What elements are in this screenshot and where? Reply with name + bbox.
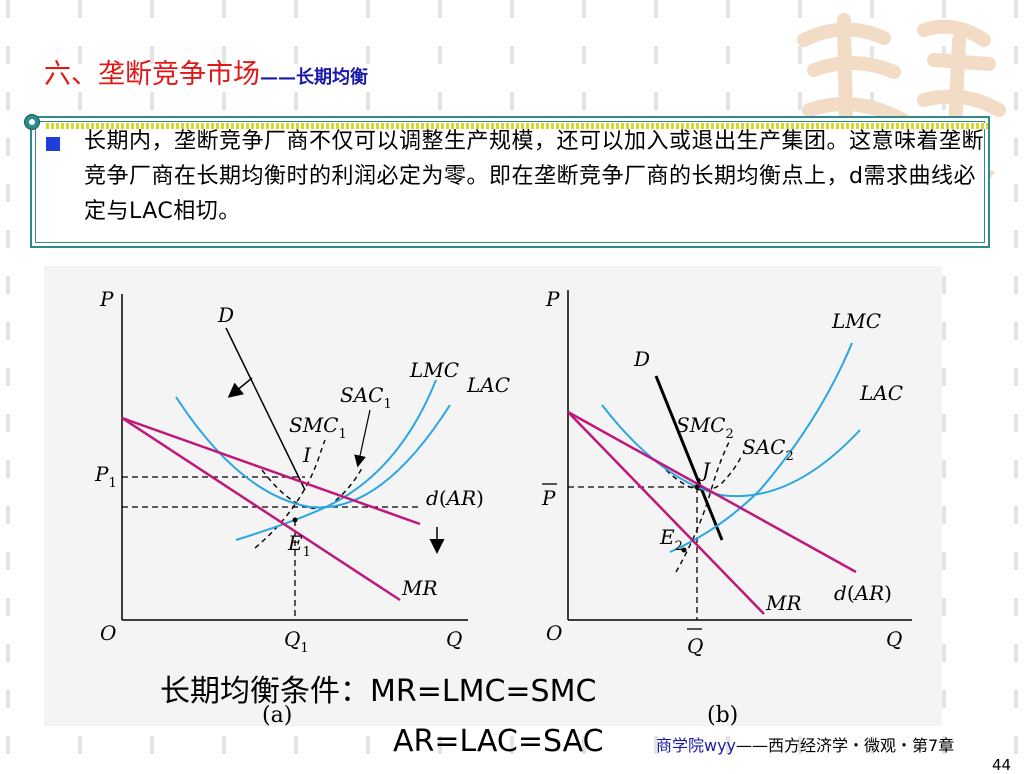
panel-a-lmc-curve	[235, 379, 437, 541]
panel-a-label-p1: P1	[94, 462, 117, 491]
panel-b-caption: (b)	[707, 703, 738, 728]
panel-b-lac-curve	[601, 404, 861, 498]
title-sub: ——长期均衡	[260, 67, 368, 88]
panel-a-d-curve	[225, 327, 306, 491]
panel-b-d-ar-curve	[567, 410, 857, 574]
panel-a-label-e1: E1	[287, 531, 311, 560]
figure-background	[44, 266, 942, 726]
panel-b-mr-curve	[567, 411, 765, 615]
panel-b-label-qbar: Q	[687, 634, 703, 658]
panel-a-label-mr: MR	[401, 576, 438, 600]
panel-a-label-lmc: LMC	[409, 358, 459, 382]
panel-a-d-ar-curve	[121, 416, 421, 526]
panel-b: P O Q Q P D LMC LAC SMC2 SAC2 J E2 d(AR)…	[541, 287, 912, 728]
panel-b-label-smc2: SMC2	[676, 413, 734, 442]
text-box: 长期内，垄断竞争厂商不仅可以调整生产规模，还可以加入或退出生产集团。这意味着垄断…	[24, 114, 990, 248]
slide-title: 六、垄断竞争市场——长期均衡	[44, 52, 368, 91]
panel-a: P O Q Q1 P1 D LMC LAC SAC1 SMC1 I E1 d(A…	[94, 287, 510, 728]
panel-b-label-o: O	[546, 621, 562, 645]
panel-b-label-e2: E2	[659, 525, 683, 554]
panel-a-d-shift-arrow	[227, 377, 253, 398]
panel-a-label-i: I	[302, 443, 312, 467]
panel-b-label-q: Q	[886, 627, 902, 651]
body-paragraph: 长期内，垄断竞争厂商不仅可以调整生产规模，还可以加入或退出生产集团。这意味着垄断…	[84, 129, 985, 224]
panel-b-label-sac2: SAC2	[742, 435, 794, 464]
panel-a-label-q: Q	[446, 627, 462, 651]
circle-bullet-icon	[24, 114, 40, 130]
panel-b-d-curve	[654, 375, 724, 541]
panel-a-label-q1: Q1	[284, 627, 309, 656]
panel-a-label-d-ar: d(AR)	[426, 486, 484, 510]
panel-b-label-d: D	[633, 347, 650, 371]
panel-a-sac1-pointer	[354, 409, 371, 468]
panel-a-point-e1	[292, 517, 298, 523]
panel-a-lac-curve	[175, 396, 451, 509]
panel-b-label-d-ar: d(AR)	[834, 581, 892, 605]
panel-b-label-mr: MR	[765, 591, 802, 615]
panel-a-label-d: D	[217, 303, 234, 327]
panel-a-label-lac: LAC	[466, 373, 510, 397]
panel-b-label-lmc: LMC	[831, 309, 881, 333]
panel-a-label-sac1: SAC1	[340, 383, 392, 412]
footer-school: 商学院wyy	[656, 736, 737, 755]
panel-b-point-j	[694, 484, 700, 490]
panel-b-label-p: P	[545, 287, 560, 311]
footer-course: ——西方经济学・微观・第7章	[736, 736, 955, 755]
panel-b-label-pbar: P	[541, 486, 556, 510]
text-box-inner-border	[35, 121, 985, 243]
panel-b-label-j: J	[698, 458, 711, 482]
footer: 商学院wyy——西方经济学・微观・第7章	[656, 732, 954, 756]
panel-a-label-p: P	[99, 287, 114, 311]
panel-a-label-smc1: SMC1	[289, 413, 347, 442]
panel-a-caption: (a)	[262, 703, 292, 728]
panel-b-label-lac: LAC	[859, 381, 903, 405]
title-main: 六、垄断竞争市场	[44, 59, 260, 90]
panel-b-sac2-curve	[665, 454, 743, 491]
panel-b-lmc-curve	[669, 342, 853, 553]
equilibrium-condition-1: 长期均衡条件：MR=LMC=SMC	[160, 674, 597, 709]
text-box-top-stripe	[46, 123, 988, 129]
page-number: 44	[992, 756, 1012, 774]
panel-b-point-e2	[681, 547, 687, 553]
panel-a-mr-curve	[121, 416, 401, 602]
panel-b-smc2-curve	[675, 439, 731, 573]
square-bullet-icon	[46, 137, 60, 151]
panel-a-label-o: O	[100, 621, 116, 645]
equilibrium-condition-2: AR=LAC=SAC	[393, 724, 604, 759]
